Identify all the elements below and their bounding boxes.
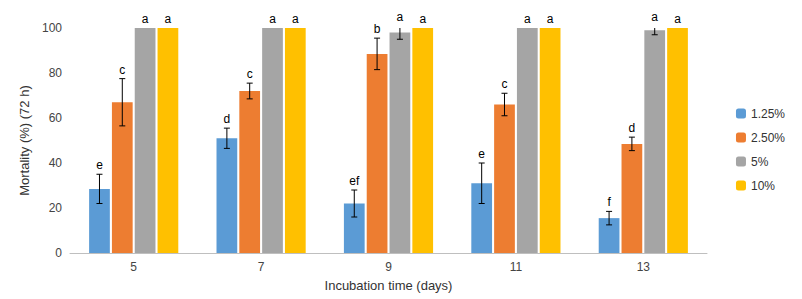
svg-text:a: a [142, 12, 149, 26]
svg-text:d: d [629, 121, 636, 135]
svg-text:10%: 10% [751, 179, 775, 193]
svg-text:13: 13 [637, 260, 651, 274]
svg-text:b: b [374, 22, 381, 36]
svg-text:a: a [547, 12, 554, 26]
svg-text:1.25%: 1.25% [751, 107, 785, 121]
svg-text:a: a [524, 12, 531, 26]
svg-text:a: a [419, 12, 426, 26]
svg-text:a: a [165, 12, 172, 26]
svg-text:e: e [478, 147, 485, 161]
svg-text:5: 5 [130, 260, 137, 274]
svg-text:100: 100 [42, 21, 62, 35]
svg-text:5%: 5% [751, 155, 769, 169]
svg-text:80: 80 [49, 66, 63, 80]
svg-text:a: a [292, 12, 299, 26]
svg-text:a: a [269, 12, 276, 26]
svg-text:c: c [247, 67, 253, 81]
svg-text:2.50%: 2.50% [751, 131, 785, 145]
svg-text:c: c [501, 77, 507, 91]
svg-text:a: a [651, 10, 658, 24]
svg-text:ef: ef [349, 174, 360, 188]
svg-text:7: 7 [258, 260, 265, 274]
svg-text:c: c [119, 63, 125, 77]
svg-text:60: 60 [49, 111, 63, 125]
svg-text:d: d [224, 112, 231, 126]
svg-text:0: 0 [55, 246, 62, 260]
svg-text:a: a [674, 12, 681, 26]
svg-text:20: 20 [49, 201, 63, 215]
svg-text:f: f [607, 195, 611, 209]
svg-text:40: 40 [49, 156, 63, 170]
svg-text:Incubation time (days): Incubation time (days) [325, 278, 453, 293]
svg-text:Mortality (%) (72 h): Mortality (%) (72 h) [17, 85, 32, 196]
svg-text:e: e [96, 158, 103, 172]
svg-text:9: 9 [385, 260, 392, 274]
svg-text:11: 11 [510, 260, 523, 274]
svg-text:a: a [397, 10, 404, 24]
